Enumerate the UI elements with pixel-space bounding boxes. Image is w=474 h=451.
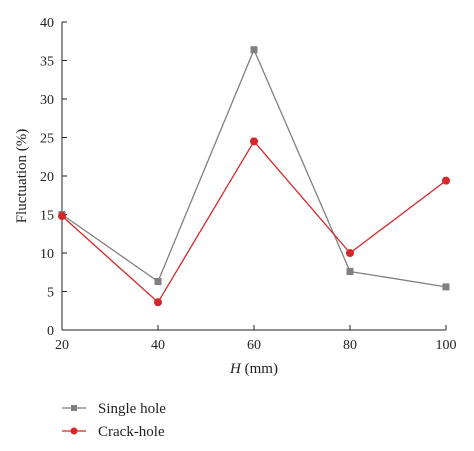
data-point-single-hole	[250, 46, 258, 54]
series-layer	[58, 46, 450, 307]
x-axis-variable: H	[229, 361, 242, 377]
legend-item-single-hole: Single hole	[62, 401, 166, 417]
y-axis-title: Fluctuation (%)	[14, 129, 30, 224]
data-point-crack-hole	[58, 212, 66, 221]
x-tick-label: 20	[55, 338, 69, 353]
data-point-crack-hole	[154, 298, 162, 307]
x-ticks: 20 40 60 80 100	[55, 325, 457, 353]
legend: Single hole Crack-hole	[62, 401, 166, 440]
x-tick-label: 40	[151, 338, 165, 353]
data-point-single-hole	[346, 267, 354, 275]
y-tick-label: 5	[47, 286, 54, 301]
y-tick-label: 0	[47, 324, 54, 339]
y-tick-label: 35	[40, 55, 54, 70]
legend-label: Crack-hole	[98, 424, 165, 440]
y-ticks: 0 5 10 15 20 25 30 35 40	[40, 16, 67, 339]
data-point-crack-hole	[346, 249, 354, 257]
data-point-single-hole	[442, 283, 450, 291]
x-axis-title: H (mm)	[229, 361, 278, 377]
series-crack-hole	[58, 137, 450, 307]
y-tick-label: 40	[40, 16, 54, 31]
series-line-single-hole	[61, 48, 447, 288]
legend-item-crack-hole: Crack-hole	[62, 424, 165, 440]
x-axis-unit: (mm)	[241, 361, 278, 377]
y-tick-label: 20	[40, 170, 54, 185]
y-tick-label: 25	[40, 132, 54, 147]
y-tick-label: 15	[40, 209, 54, 224]
x-tick-label: 100	[436, 338, 457, 353]
legend-marker	[71, 405, 77, 411]
x-tick-label: 80	[343, 338, 357, 353]
series-single-hole	[58, 46, 450, 291]
plot-area: 0 5 10 15 20 25 30 35 40 20 40 60 80 100	[40, 16, 457, 353]
data-point-crack-hole	[250, 137, 258, 146]
data-point-single-hole	[154, 277, 162, 285]
legend-marker	[70, 427, 78, 435]
legend-label: Single hole	[98, 401, 166, 417]
y-tick-label: 10	[40, 247, 54, 262]
x-tick-label: 60	[247, 338, 261, 353]
data-point-crack-hole	[442, 176, 450, 185]
y-tick-label: 30	[40, 93, 54, 108]
